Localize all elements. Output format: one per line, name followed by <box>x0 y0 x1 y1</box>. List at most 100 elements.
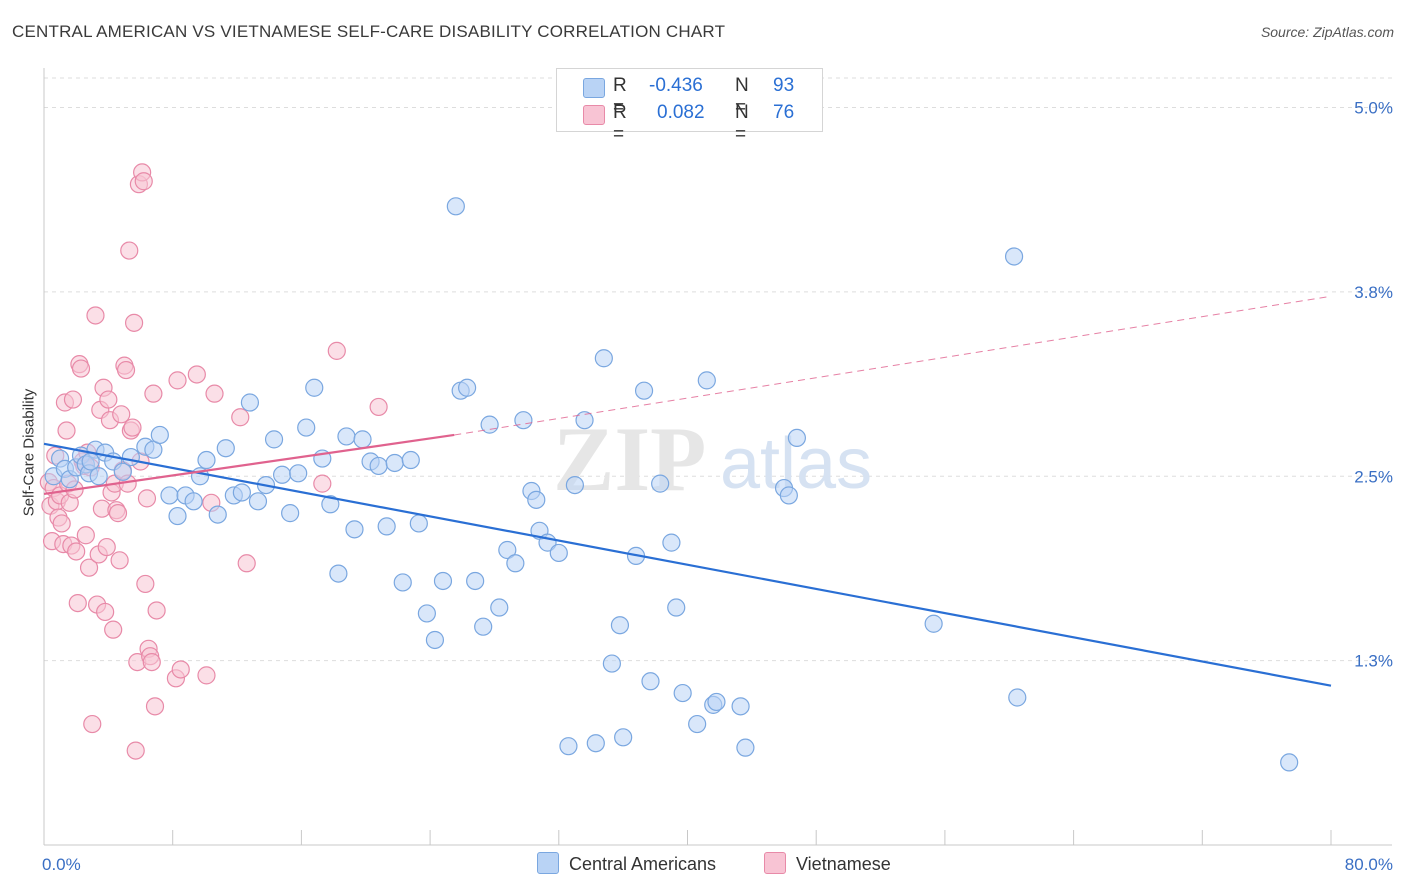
data-point-central-americans <box>425 630 445 650</box>
data-point-central-americans <box>216 439 235 458</box>
data-point-central-americans <box>89 467 108 486</box>
data-point-vietnamese <box>57 421 76 440</box>
data-point-central-americans <box>150 425 169 445</box>
data-point-central-americans <box>369 456 388 476</box>
data-point-central-americans <box>610 616 630 635</box>
data-point-vietnamese <box>237 554 256 573</box>
data-point-vietnamese <box>168 371 187 390</box>
data-point-vietnamese <box>171 660 190 679</box>
data-point-central-americans <box>121 447 140 467</box>
source-label: Source: ZipAtlas.com <box>1260 24 1394 40</box>
data-point-central-americans <box>506 554 525 573</box>
data-point-vietnamese <box>369 397 388 417</box>
y-tick-label: 2.5% <box>1354 467 1393 486</box>
data-point-vietnamese <box>187 365 206 384</box>
data-point-central-americans <box>377 517 396 536</box>
data-point-central-americans <box>673 683 692 703</box>
data-point-vietnamese <box>96 602 115 622</box>
r-value-pink: 0.082 <box>657 102 705 123</box>
x-tick-label-max: 80.0% <box>1345 855 1393 874</box>
data-point-central-americans <box>385 453 404 473</box>
legend-item-vietnamese[interactable]: Vietnamese <box>764 852 891 875</box>
data-point-vietnamese <box>67 542 86 561</box>
pink-swatch <box>583 105 605 125</box>
data-point-central-americans <box>634 381 654 400</box>
r-label-pink: R = <box>613 102 627 145</box>
data-point-vietnamese <box>52 514 71 533</box>
data-point-central-americans <box>662 533 681 552</box>
data-point-central-americans <box>321 495 340 514</box>
data-point-central-americans <box>264 430 284 449</box>
data-point-central-americans <box>401 450 420 470</box>
data-point-vietnamese <box>144 384 163 403</box>
data-point-central-americans <box>248 492 268 511</box>
data-point-central-americans <box>514 411 533 430</box>
data-point-central-americans <box>602 654 621 673</box>
data-point-central-americans <box>1008 688 1027 707</box>
data-point-vietnamese <box>110 551 129 570</box>
data-point-central-americans <box>466 571 485 591</box>
data-point-central-americans <box>297 418 316 437</box>
data-point-central-americans <box>779 486 798 505</box>
data-point-central-americans <box>305 378 324 397</box>
trend-line-vietnamese <box>43 433 455 496</box>
data-point-central-americans <box>549 543 568 563</box>
legend-blue-label: Central Americans <box>569 854 717 874</box>
data-point-central-americans <box>731 697 750 716</box>
y-tick-label: 3.8% <box>1354 283 1393 302</box>
trend-line-central-americans <box>43 442 1332 687</box>
data-point-central-americans <box>329 564 348 583</box>
data-point-central-americans <box>289 464 308 483</box>
data-point-vietnamese <box>83 714 102 734</box>
data-point-vietnamese <box>197 666 216 685</box>
grid-lines <box>44 77 1392 662</box>
data-point-central-americans <box>184 492 203 511</box>
trend-line-vietnamese-extension <box>454 295 1332 436</box>
data-point-vietnamese <box>71 359 91 378</box>
data-point-central-americans <box>736 738 755 757</box>
data-point-central-americans <box>667 598 686 617</box>
data-point-vietnamese <box>63 390 83 409</box>
data-point-vietnamese <box>205 384 224 403</box>
data-point-vietnamese <box>136 574 155 594</box>
data-point-central-americans <box>353 430 372 449</box>
n-label-blue: N = <box>735 75 749 118</box>
data-point-central-americans <box>614 728 633 747</box>
x-tick-label-min: 0.0% <box>42 855 81 874</box>
data-point-central-americans <box>417 604 436 623</box>
data-point-vietnamese <box>99 390 118 409</box>
data-point-vietnamese <box>124 313 144 332</box>
data-point-vietnamese <box>86 306 105 325</box>
y-tick-label: 1.3% <box>1354 652 1393 671</box>
data-point-central-americans <box>586 734 605 753</box>
data-point-central-americans <box>707 692 726 712</box>
data-point-vietnamese <box>68 593 87 613</box>
data-point-vietnamese <box>79 558 99 577</box>
data-point-central-americans <box>197 450 216 470</box>
tick-labels: 1.3% 2.5% 3.8% 5.0% 0.0% 80.0% <box>42 99 1393 875</box>
data-point-vietnamese <box>231 408 250 427</box>
data-point-vietnamese <box>116 360 136 380</box>
data-point-central-americans <box>393 573 412 592</box>
data-point-central-americans <box>168 506 187 526</box>
data-point-central-americans <box>498 540 517 560</box>
legend-item-central-americans[interactable]: Central Americans <box>537 852 716 875</box>
data-point-central-americans <box>433 571 453 591</box>
n-label-pink: N = <box>735 102 749 145</box>
data-point-central-americans <box>272 465 292 484</box>
data-point-central-americans <box>446 197 465 216</box>
data-point-vietnamese <box>145 697 165 716</box>
data-point-central-americans <box>490 598 509 617</box>
stats-box: R = -0.436 N = 93 R = 0.082 N = 76 <box>556 68 823 145</box>
data-point-central-americans <box>575 411 594 430</box>
data-point-central-americans <box>641 672 660 691</box>
data-point-vietnamese <box>134 172 153 191</box>
legend-pink-swatch <box>764 852 786 874</box>
legend-pink-label: Vietnamese <box>796 854 891 874</box>
data-point-vietnamese <box>313 474 332 493</box>
y-tick-label: 5.0% <box>1354 99 1393 118</box>
data-point-central-americans <box>240 393 260 412</box>
data-point-central-americans <box>474 617 493 636</box>
trend-lines <box>43 295 1332 687</box>
